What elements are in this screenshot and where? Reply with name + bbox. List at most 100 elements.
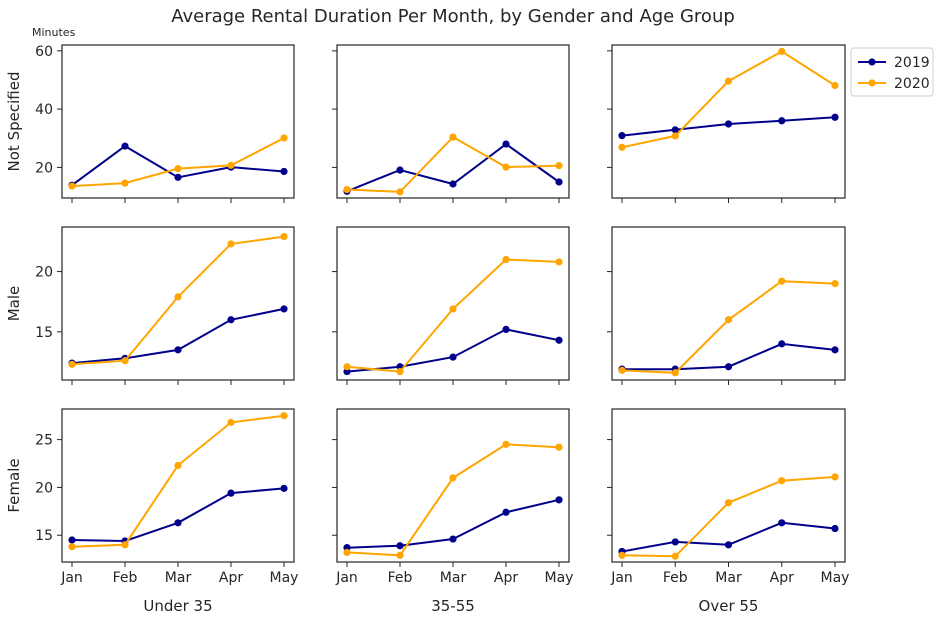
- data-point-2019: [227, 489, 235, 497]
- data-point-2019: [778, 519, 786, 527]
- data-point-2020: [724, 499, 733, 507]
- data-point-2020: [778, 277, 786, 285]
- data-point-2019: [280, 167, 288, 176]
- panel-female-under-35: 15 20 25 Jan Feb Mar Apr May: [35, 408, 298, 586]
- x-tick-label: May: [821, 570, 850, 586]
- data-point-2019: [831, 524, 839, 533]
- data-point-2020: [831, 473, 839, 481]
- data-point-2020: [68, 543, 76, 551]
- x-tick-label: Mar: [165, 570, 192, 586]
- y-tick-label: 15: [35, 528, 53, 544]
- data-point-2019: [174, 346, 182, 354]
- panel-frame: [61, 408, 295, 563]
- data-point-2019: [449, 353, 457, 361]
- data-point-2020: [174, 461, 182, 470]
- x-tick-label: May: [545, 570, 574, 586]
- data-point-2019: [227, 316, 235, 324]
- series-line-2019: [346, 328, 560, 373]
- data-point-2020: [618, 143, 626, 151]
- x-tick-label: Mar: [715, 570, 742, 586]
- x-tick-label: Jan: [610, 570, 633, 586]
- x-tick-label: Jan: [335, 570, 358, 586]
- data-point-2019: [396, 542, 404, 550]
- data-point-2020: [396, 188, 404, 196]
- data-point-2020: [555, 162, 563, 170]
- data-point-2020: [280, 134, 288, 142]
- panel-female-35-55: Jan Feb Mar Apr May: [332, 408, 574, 586]
- data-point-2020: [831, 81, 839, 90]
- data-point-2020: [227, 418, 235, 426]
- data-point-2019: [724, 541, 733, 549]
- data-point-2020: [778, 47, 786, 56]
- data-point-2020: [671, 369, 679, 377]
- legend-marker: [868, 79, 876, 87]
- data-point-2020: [449, 474, 457, 482]
- panel-frame: [61, 226, 295, 381]
- x-tick-label: Jan: [60, 570, 83, 586]
- data-point-2020: [724, 77, 733, 85]
- data-point-2020: [280, 412, 288, 420]
- column-labels: Under 35 35-55 Over 55: [143, 597, 758, 615]
- column-label: Under 35: [143, 597, 212, 615]
- data-point-2020: [449, 305, 457, 313]
- x-tick-label: Apr: [494, 570, 518, 586]
- data-point-2019: [671, 126, 679, 134]
- data-point-2019: [121, 142, 129, 150]
- x-tick-label: Feb: [663, 570, 688, 586]
- data-point-2020: [174, 164, 182, 173]
- data-point-2020: [68, 360, 76, 368]
- data-point-2020: [121, 179, 129, 187]
- data-point-2019: [280, 484, 288, 492]
- data-point-2020: [618, 551, 626, 559]
- data-point-2020: [121, 541, 129, 549]
- data-point-2020: [343, 548, 351, 557]
- data-point-2020: [343, 363, 351, 371]
- data-point-2019: [174, 173, 182, 181]
- y-tick-label: 25: [35, 433, 53, 449]
- data-point-2020: [396, 551, 404, 559]
- data-point-2019: [449, 180, 457, 188]
- row-label: Male: [5, 286, 23, 322]
- column-label: Over 55: [699, 597, 759, 615]
- data-point-2020: [449, 133, 457, 141]
- data-point-2019: [449, 535, 457, 543]
- data-point-2019: [502, 325, 510, 334]
- data-point-2019: [396, 166, 404, 174]
- unit-label: Minutes: [32, 26, 76, 39]
- y-tick-label: 15: [35, 325, 53, 341]
- data-point-2020: [502, 163, 510, 171]
- data-point-2019: [280, 305, 288, 313]
- y-tick-label: 20: [35, 480, 53, 496]
- legend-label: 2020: [894, 76, 930, 92]
- chart-title: Average Rental Duration Per Month, by Ge…: [171, 6, 735, 27]
- panel-female-over-55: Jan Feb Mar Apr May: [607, 408, 850, 586]
- data-point-2019: [68, 536, 76, 544]
- data-point-2019: [555, 336, 563, 344]
- legend-entry-2020: 2020: [858, 76, 930, 92]
- data-point-2019: [671, 538, 679, 546]
- data-point-2019: [502, 140, 510, 148]
- row-label: Female: [5, 458, 23, 512]
- data-point-2020: [671, 552, 679, 560]
- panel-frame: [336, 44, 570, 199]
- panel-male-35-55: [332, 226, 570, 385]
- data-point-2020: [618, 366, 626, 374]
- data-point-2020: [502, 440, 510, 448]
- data-point-2020: [121, 357, 129, 365]
- series-line-2019: [71, 487, 285, 543]
- data-point-2020: [174, 293, 182, 301]
- row-labels: Not Specified Male Female: [5, 72, 23, 513]
- y-tick-label: 40: [35, 102, 53, 118]
- panel-not-specified-under-35: 20 40 60: [35, 44, 295, 203]
- x-tick-label: Apr: [219, 570, 243, 586]
- data-point-2020: [831, 280, 839, 288]
- data-point-2019: [724, 120, 733, 128]
- x-tick-label: Feb: [113, 570, 138, 586]
- panel-not-specified-35-55: [332, 44, 570, 203]
- legend-marker: [868, 58, 876, 66]
- x-tick-label: Apr: [770, 570, 794, 586]
- data-point-2020: [396, 367, 404, 376]
- row-label: Not Specified: [5, 72, 23, 172]
